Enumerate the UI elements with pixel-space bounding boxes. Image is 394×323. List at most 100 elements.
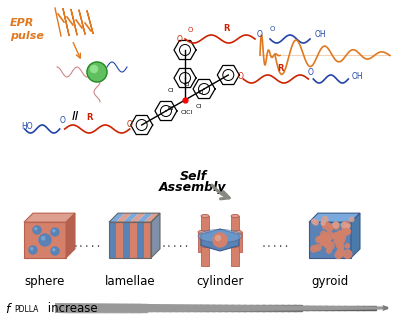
- Bar: [319, 306, 327, 310]
- Text: II: II: [71, 110, 79, 123]
- Circle shape: [91, 66, 97, 72]
- Circle shape: [337, 231, 344, 237]
- Text: EPR: EPR: [10, 18, 34, 28]
- Bar: [201, 246, 209, 266]
- Circle shape: [35, 228, 37, 230]
- Circle shape: [320, 240, 325, 245]
- Bar: [269, 305, 277, 311]
- Circle shape: [335, 252, 342, 258]
- Text: lamellae: lamellae: [105, 275, 155, 288]
- Bar: [218, 305, 227, 311]
- Polygon shape: [55, 303, 388, 313]
- Text: pulse: pulse: [10, 31, 44, 41]
- Bar: [180, 305, 190, 311]
- Text: Assembly: Assembly: [159, 181, 227, 194]
- Circle shape: [338, 234, 346, 241]
- Polygon shape: [123, 213, 139, 222]
- Bar: [91, 304, 104, 312]
- Circle shape: [333, 224, 339, 229]
- Circle shape: [322, 216, 328, 222]
- Text: O: O: [269, 26, 275, 32]
- Text: OH: OH: [315, 30, 327, 39]
- Bar: [117, 304, 128, 312]
- Text: ClCl: ClCl: [181, 109, 193, 114]
- Text: Cl: Cl: [198, 89, 204, 95]
- Circle shape: [349, 217, 354, 222]
- Bar: [123, 304, 135, 312]
- Circle shape: [41, 236, 45, 240]
- Text: HO: HO: [22, 122, 33, 131]
- Text: R: R: [277, 64, 284, 73]
- Circle shape: [344, 250, 352, 258]
- Ellipse shape: [198, 229, 242, 243]
- Bar: [230, 305, 240, 311]
- Circle shape: [337, 249, 344, 256]
- Bar: [167, 305, 178, 311]
- Bar: [344, 306, 351, 310]
- Polygon shape: [137, 213, 153, 222]
- Text: .....: .....: [72, 239, 102, 249]
- Circle shape: [327, 226, 332, 231]
- Circle shape: [313, 220, 318, 225]
- Bar: [212, 305, 221, 311]
- Text: Cl: Cl: [196, 103, 202, 109]
- Polygon shape: [151, 213, 160, 258]
- Circle shape: [333, 222, 339, 228]
- Bar: [136, 305, 147, 311]
- Text: O: O: [127, 120, 133, 129]
- Ellipse shape: [201, 245, 209, 248]
- Circle shape: [323, 234, 331, 242]
- Bar: [116, 222, 123, 258]
- Bar: [307, 306, 314, 310]
- Circle shape: [336, 242, 343, 248]
- Circle shape: [315, 245, 321, 251]
- Text: OH: OH: [351, 72, 363, 81]
- Text: O: O: [60, 116, 66, 125]
- Circle shape: [338, 237, 344, 244]
- Bar: [79, 304, 91, 312]
- Circle shape: [324, 241, 331, 247]
- Bar: [281, 306, 290, 311]
- Text: .....: .....: [160, 239, 190, 249]
- Polygon shape: [116, 213, 132, 222]
- Bar: [234, 232, 242, 252]
- Bar: [275, 305, 283, 311]
- Polygon shape: [201, 229, 239, 251]
- Text: cylinder: cylinder: [196, 275, 243, 288]
- Bar: [109, 222, 151, 258]
- Text: R: R: [86, 113, 93, 122]
- Bar: [66, 304, 79, 312]
- Text: PDLLA: PDLLA: [14, 306, 38, 315]
- Text: O: O: [187, 27, 193, 33]
- Bar: [201, 216, 209, 236]
- Circle shape: [342, 223, 347, 228]
- Polygon shape: [144, 213, 160, 222]
- Circle shape: [51, 228, 59, 236]
- Text: O: O: [257, 30, 263, 39]
- Bar: [130, 222, 137, 258]
- Circle shape: [334, 237, 342, 245]
- Bar: [313, 306, 320, 310]
- Bar: [351, 306, 357, 310]
- Circle shape: [325, 222, 329, 226]
- Bar: [198, 232, 206, 252]
- Text: sphere: sphere: [25, 275, 65, 288]
- Bar: [205, 305, 215, 311]
- Circle shape: [213, 233, 227, 247]
- Circle shape: [347, 224, 350, 228]
- Circle shape: [33, 226, 41, 234]
- Bar: [98, 304, 110, 312]
- Circle shape: [323, 224, 328, 229]
- Bar: [130, 305, 141, 312]
- Text: Cl: Cl: [168, 88, 174, 92]
- Bar: [262, 305, 271, 311]
- Bar: [370, 306, 376, 310]
- Ellipse shape: [231, 214, 239, 218]
- Circle shape: [31, 248, 33, 250]
- Ellipse shape: [198, 230, 206, 234]
- Bar: [123, 222, 130, 258]
- Bar: [111, 304, 122, 312]
- Polygon shape: [24, 213, 75, 222]
- Bar: [72, 304, 85, 312]
- Bar: [224, 305, 234, 311]
